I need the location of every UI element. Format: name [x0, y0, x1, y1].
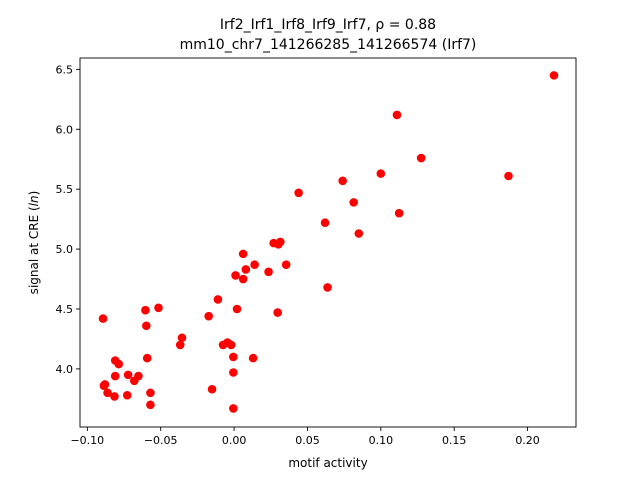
x-tick-label: 0.10 — [369, 434, 394, 447]
data-point — [276, 237, 285, 247]
data-point — [146, 400, 155, 410]
data-point — [226, 340, 236, 350]
y-axis-label-italic: ln — [27, 195, 41, 206]
data-point — [103, 388, 112, 398]
y-tick-label: 4.5 — [56, 303, 74, 316]
y-axis-label-prefix: signal at CRE ( — [27, 206, 41, 294]
data-point — [320, 218, 330, 228]
data-point — [394, 208, 404, 218]
data-point — [229, 352, 238, 362]
x-axis-label: motif activity — [288, 456, 367, 470]
data-point — [416, 153, 426, 163]
data-point — [207, 384, 217, 394]
data-point — [154, 303, 163, 313]
data-point — [98, 314, 108, 323]
data-points — [98, 71, 559, 413]
data-point — [294, 188, 303, 198]
y-tick-label: 5.5 — [56, 183, 74, 196]
data-point — [238, 249, 248, 259]
data-point — [250, 260, 259, 269]
data-point — [177, 333, 187, 343]
data-point — [264, 267, 273, 277]
data-point — [376, 169, 386, 178]
x-tick-label: −0.10 — [70, 434, 104, 447]
x-tick-label: −0.05 — [144, 434, 178, 447]
chart-subtitle: mm10_chr7_141266285_141266574 (Irf7) — [180, 37, 477, 53]
x-tick-label: 0.05 — [295, 434, 320, 447]
x-tick-label: 0.15 — [442, 434, 467, 447]
x-tick-label: 0.20 — [515, 434, 540, 447]
chart-title: Irf2_Irf1_Irf8_Irf9_Irf7, ρ = 0.88 — [220, 17, 436, 33]
data-point — [110, 371, 120, 381]
y-tick-label: 5.0 — [56, 243, 74, 256]
data-point — [248, 353, 258, 363]
data-point — [338, 176, 347, 186]
data-point — [141, 305, 150, 315]
data-point — [273, 308, 282, 317]
data-point — [142, 353, 152, 363]
y-tick-label: 6.5 — [56, 63, 74, 76]
data-point — [123, 370, 133, 380]
y-axis-ticks: 4.0 4.5 5.0 5.5 6.0 6.5 — [56, 63, 80, 376]
y-tick-label: 4.0 — [56, 363, 74, 376]
x-tick-label: 0.00 — [222, 434, 247, 447]
data-point — [504, 171, 513, 181]
data-point — [110, 392, 119, 401]
data-point — [213, 295, 223, 304]
data-point — [549, 71, 559, 80]
data-point — [229, 368, 238, 377]
data-point — [100, 380, 110, 389]
data-point — [134, 371, 143, 381]
y-tick-label: 6.0 — [56, 123, 74, 136]
data-point — [349, 198, 358, 207]
data-point — [238, 274, 248, 284]
data-point — [392, 110, 402, 120]
data-point — [354, 229, 364, 238]
plot-frame — [79, 57, 577, 428]
data-point — [175, 340, 185, 350]
data-point — [204, 311, 213, 321]
data-point — [229, 404, 238, 413]
data-point — [142, 321, 151, 331]
y-axis-label-suffix: ) — [27, 191, 41, 196]
y-axis-label: signal at CRE (ln) — [27, 191, 41, 295]
data-point — [281, 260, 291, 269]
x-axis-ticks: −0.10 −0.05 0.00 0.05 0.10 0.15 0.20 — [70, 427, 540, 447]
data-point — [146, 388, 155, 398]
data-point — [231, 271, 240, 280]
data-point — [323, 283, 332, 292]
data-point — [241, 265, 251, 274]
data-point — [122, 390, 132, 400]
data-point — [114, 359, 124, 369]
data-point — [232, 304, 242, 314]
